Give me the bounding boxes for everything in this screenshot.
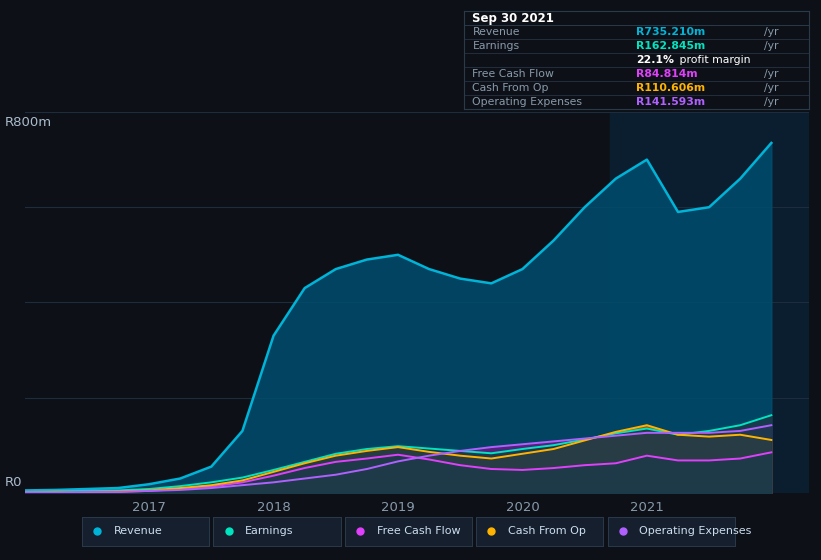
Text: Earnings: Earnings [245,526,294,536]
Text: Operating Expenses: Operating Expenses [640,526,752,536]
Text: R0: R0 [5,476,22,489]
Text: R735.210m: R735.210m [636,27,705,37]
Text: Revenue: Revenue [114,526,163,536]
Text: Sep 30 2021: Sep 30 2021 [473,12,554,25]
Text: /yr: /yr [764,41,778,51]
Text: R110.606m: R110.606m [636,83,705,93]
Bar [609,112,809,493]
Text: Cash From Op: Cash From Op [473,83,549,93]
Text: 22.1%: 22.1% [636,55,674,65]
Text: Free Cash Flow: Free Cash Flow [377,526,461,536]
Text: R800m: R800m [5,116,53,129]
Text: /yr: /yr [764,83,778,93]
Text: Earnings: Earnings [473,41,520,51]
Text: R162.845m: R162.845m [636,41,705,51]
Text: Revenue: Revenue [473,27,520,37]
Text: /yr: /yr [764,27,778,37]
Text: R84.814m: R84.814m [636,69,698,79]
Text: /yr: /yr [764,69,778,79]
Text: profit margin: profit margin [676,55,750,65]
Text: Operating Expenses: Operating Expenses [473,97,582,107]
Text: R141.593m: R141.593m [636,97,705,107]
Text: /yr: /yr [764,97,778,107]
Text: Free Cash Flow: Free Cash Flow [473,69,554,79]
Text: Cash From Op: Cash From Op [508,526,586,536]
